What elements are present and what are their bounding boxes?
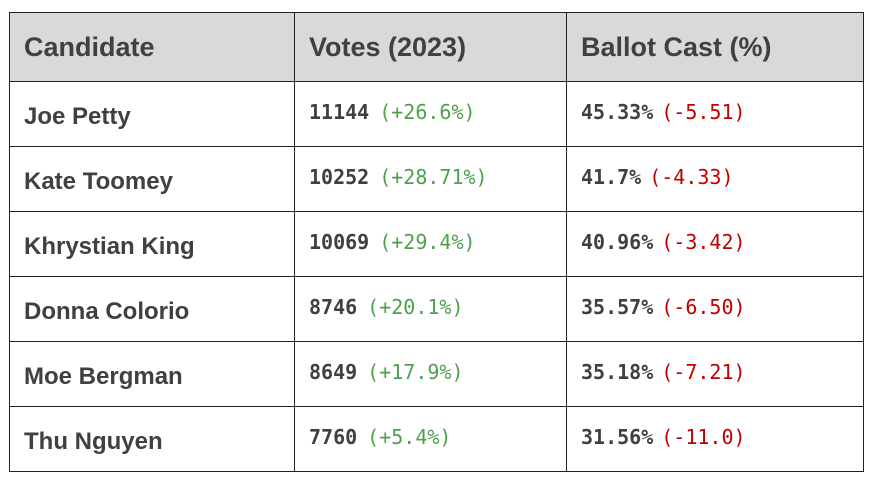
votes-change: (+20.1%)	[367, 295, 464, 319]
candidate-cell: Thu Nguyen	[9, 406, 295, 472]
table-row: Joe Petty 11144 (+26.6%) 45.33% (-5.51)	[9, 81, 864, 147]
votes-cell: 11144 (+26.6%)	[294, 81, 567, 147]
votes-change: (+5.4%)	[367, 425, 452, 449]
votes-value: 7760	[309, 425, 358, 449]
ballot-change: (-3.42)	[661, 230, 746, 254]
ballot-value: 35.57%	[581, 295, 654, 319]
table-row: Donna Colorio 8746 (+20.1%) 35.57% (-6.50)	[9, 276, 864, 342]
candidate-cell: Khrystian King	[9, 211, 295, 277]
results-table: Candidate Votes (2023) Ballot Cast (%) J…	[9, 12, 864, 472]
candidate-name: Moe Bergman	[24, 363, 183, 390]
candidate-cell: Kate Toomey	[9, 146, 295, 212]
votes-cell: 10252 (+28.71%)	[294, 146, 567, 212]
ballot-cell: 45.33% (-5.51)	[566, 81, 864, 147]
ballot-cell: 41.7% (-4.33)	[566, 146, 864, 212]
ballot-cell: 31.56% (-11.0)	[566, 406, 864, 472]
header-votes: Votes (2023)	[294, 12, 567, 82]
votes-value: 10069	[309, 230, 370, 254]
candidate-name: Donna Colorio	[24, 298, 190, 325]
candidate-name: Khrystian King	[24, 233, 195, 260]
header-candidate: Candidate	[9, 12, 295, 82]
ballot-value: 31.56%	[581, 425, 654, 449]
votes-change: (+26.6%)	[379, 100, 476, 124]
candidate-name: Thu Nguyen	[24, 428, 163, 455]
ballot-value: 45.33%	[581, 100, 654, 124]
ballot-change: (-5.51)	[661, 100, 746, 124]
candidate-name: Joe Petty	[24, 103, 131, 130]
votes-value: 8746	[309, 295, 358, 319]
candidate-name: Kate Toomey	[24, 168, 173, 195]
ballot-change: (-11.0)	[661, 425, 746, 449]
ballot-cell: 35.18% (-7.21)	[566, 341, 864, 407]
candidate-cell: Moe Bergman	[9, 341, 295, 407]
ballot-change: (-7.21)	[661, 360, 746, 384]
votes-cell: 8746 (+20.1%)	[294, 276, 567, 342]
votes-change: (+28.71%)	[379, 165, 488, 189]
table-row: Khrystian King 10069 (+29.4%) 40.96% (-3.4…	[9, 211, 864, 277]
ballot-value: 40.96%	[581, 230, 654, 254]
votes-value: 11144	[309, 100, 370, 124]
ballot-value: 35.18%	[581, 360, 654, 384]
ballot-change: (-4.33)	[649, 165, 734, 189]
table-row: Thu Nguyen 7760 (+5.4%) 31.56% (-11.0)	[9, 406, 864, 472]
ballot-value: 41.7%	[581, 165, 642, 189]
table-body: Joe Petty 11144 (+26.6%) 45.33% (-5.51) Ka…	[9, 81, 864, 472]
votes-cell: 8649 (+17.9%)	[294, 341, 567, 407]
votes-value: 10252	[309, 165, 370, 189]
ballot-cell: 35.57% (-6.50)	[566, 276, 864, 342]
votes-cell: 10069 (+29.4%)	[294, 211, 567, 277]
ballot-cell: 40.96% (-3.42)	[566, 211, 864, 277]
table-row: Moe Bergman 8649 (+17.9%) 35.18% (-7.21)	[9, 341, 864, 407]
header-ballot-cast: Ballot Cast (%)	[566, 12, 864, 82]
candidate-cell: Donna Colorio	[9, 276, 295, 342]
candidate-cell: Joe Petty	[9, 81, 295, 147]
votes-change: (+29.4%)	[379, 230, 476, 254]
votes-cell: 7760 (+5.4%)	[294, 406, 567, 472]
votes-value: 8649	[309, 360, 358, 384]
table-row: Kate Toomey 10252 (+28.71%) 41.7% (-4.33)	[9, 146, 864, 212]
ballot-change: (-6.50)	[661, 295, 746, 319]
header-row: Candidate Votes (2023) Ballot Cast (%)	[9, 12, 864, 82]
votes-change: (+17.9%)	[367, 360, 464, 384]
table-header: Candidate Votes (2023) Ballot Cast (%)	[9, 12, 864, 82]
